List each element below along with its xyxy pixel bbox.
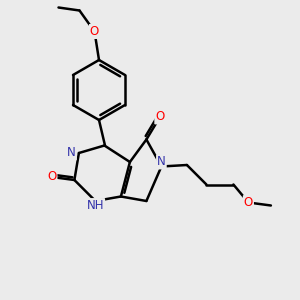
Text: O: O <box>244 196 253 209</box>
Text: N: N <box>67 146 76 160</box>
Text: O: O <box>155 110 164 124</box>
Text: N: N <box>157 155 166 169</box>
Text: O: O <box>90 25 99 38</box>
Text: O: O <box>47 170 56 184</box>
Text: O: O <box>90 25 99 38</box>
Text: NH: NH <box>87 199 104 212</box>
